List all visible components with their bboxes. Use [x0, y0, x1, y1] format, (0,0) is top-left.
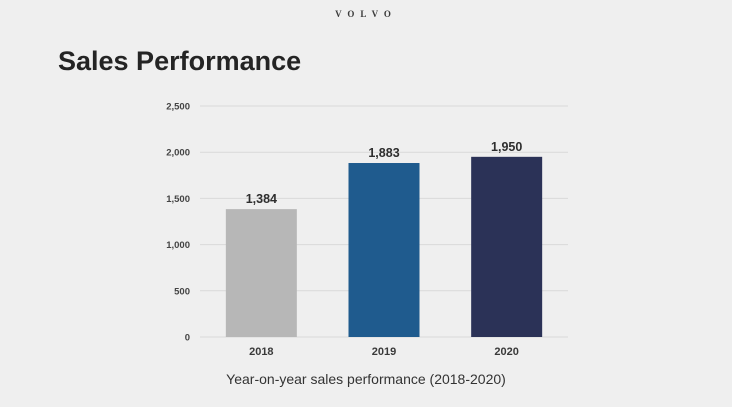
brand-logo: VOLVO — [335, 9, 397, 19]
data-label-2018: 1,384 — [246, 192, 277, 206]
y-tick-label: 500 — [174, 286, 190, 297]
page-title: Sales Performance — [58, 46, 302, 76]
x-axis-ticks: 2018 2019 2020 — [249, 346, 519, 358]
x-tick-label-2020: 2020 — [494, 346, 518, 358]
chart-caption: Year-on-year sales performance (2018-202… — [226, 371, 506, 387]
data-label-2019: 1,883 — [368, 146, 399, 160]
y-tick-label: 0 — [185, 333, 190, 344]
bar-2018 — [225, 209, 297, 337]
bar-2019 — [348, 163, 420, 337]
x-tick-label-2018: 2018 — [249, 346, 273, 358]
y-tick-label: 2,000 — [166, 148, 190, 159]
y-tick-label: 2,500 — [166, 102, 190, 113]
bar-2020 — [471, 156, 543, 337]
x-tick-label-2019: 2019 — [372, 346, 396, 358]
y-tick-label: 1,500 — [166, 194, 190, 205]
data-labels: 1,384 1,883 1,950 — [246, 140, 523, 206]
bars — [225, 156, 543, 337]
y-axis-ticks: 0 500 1,000 1,500 2,000 2,500 — [166, 102, 190, 344]
y-tick-label: 1,000 — [166, 240, 190, 251]
data-label-2020: 1,950 — [491, 140, 522, 154]
